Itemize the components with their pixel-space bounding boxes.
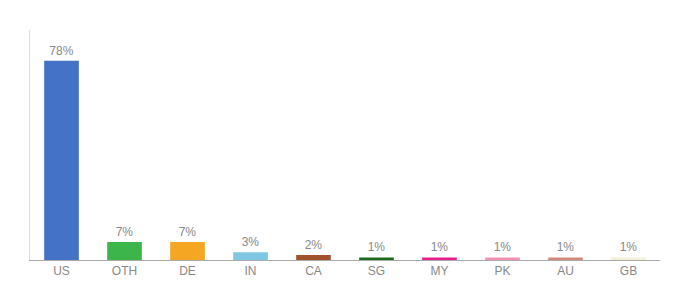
svg-text:1%: 1% [368, 240, 386, 254]
svg-text:GB: GB [620, 264, 637, 278]
svg-text:1%: 1% [494, 240, 512, 254]
svg-text:DE: DE [179, 264, 196, 278]
svg-text:78%: 78% [49, 44, 73, 58]
svg-text:1%: 1% [620, 240, 638, 254]
svg-text:AU: AU [557, 264, 574, 278]
svg-text:3%: 3% [242, 235, 260, 249]
svg-text:7%: 7% [179, 225, 197, 239]
svg-text:1%: 1% [431, 240, 449, 254]
svg-text:7%: 7% [116, 225, 134, 239]
svg-text:CA: CA [305, 264, 322, 278]
svg-text:PK: PK [494, 264, 510, 278]
svg-text:MY: MY [431, 264, 449, 278]
svg-text:US: US [53, 264, 70, 278]
svg-text:OTH: OTH [112, 264, 137, 278]
svg-text:2%: 2% [305, 238, 323, 252]
svg-text:IN: IN [245, 264, 257, 278]
svg-text:1%: 1% [557, 240, 575, 254]
svg-text:SG: SG [368, 264, 385, 278]
